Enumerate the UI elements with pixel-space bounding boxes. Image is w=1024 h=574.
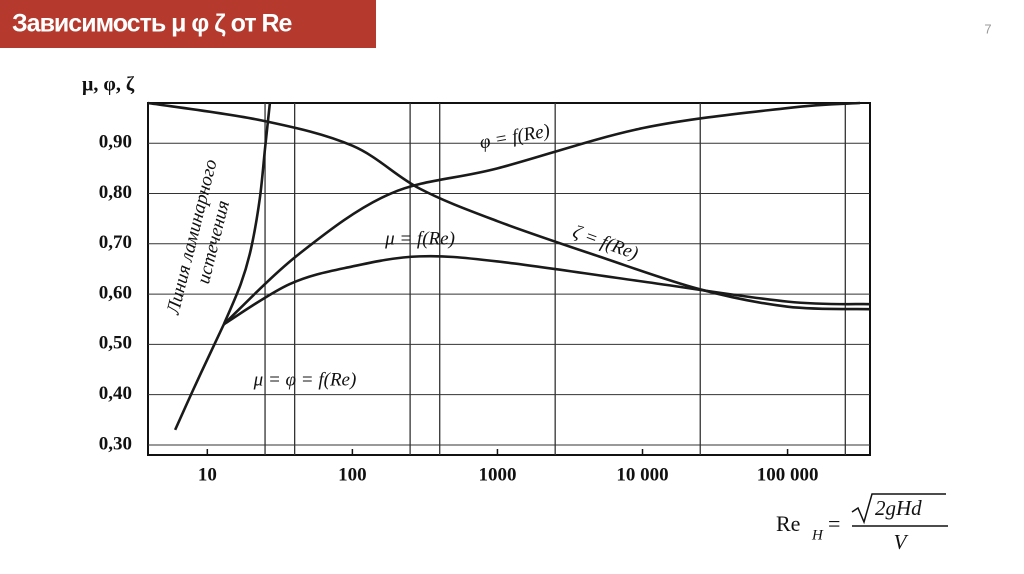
- curve-label: μ = f(Re): [384, 228, 455, 249]
- curve: [173, 323, 226, 431]
- x-label-equals: =: [828, 511, 840, 536]
- curve: [223, 254, 871, 326]
- title-bar: [0, 0, 376, 48]
- x-tick-label: 1000: [478, 464, 516, 485]
- curve-label: φ = f(Re): [478, 120, 551, 153]
- slide-title: Зависимость μ φ ζ от Re: [12, 10, 293, 38]
- y-tick-label: 0,80: [99, 182, 132, 203]
- page-number: 7: [984, 21, 991, 36]
- x-label-name: Re: [776, 511, 800, 536]
- curve: [222, 102, 272, 325]
- y-tick-label: 0,90: [99, 132, 132, 153]
- x-tick-label: 10: [198, 464, 217, 485]
- x-axis-formula: Re H = 2gHd V: [776, 493, 948, 554]
- y-tick-label: 0,50: [99, 333, 132, 354]
- y-tick-label: 0,60: [99, 282, 132, 303]
- curve: [147, 101, 871, 311]
- x-label-subscript: H: [811, 527, 824, 543]
- y-tick-label: 0,70: [99, 232, 132, 253]
- plot-frame: [147, 102, 871, 456]
- x-tick-label: 100: [338, 464, 367, 485]
- y-axis-label: μ, φ, ζ: [82, 74, 135, 96]
- curve: [222, 101, 861, 326]
- x-tick-label: 10 000: [616, 464, 668, 485]
- x-label-denominator: V: [894, 530, 909, 554]
- curve-label: μ = φ = f(Re): [253, 369, 357, 390]
- x-label-numerator: 2gHd: [875, 496, 922, 520]
- sqrt-sign: [851, 493, 946, 525]
- x-tick-label: 100 000: [757, 464, 819, 485]
- y-tick-label: 0,30: [99, 433, 132, 454]
- y-tick-label: 0,40: [99, 383, 132, 404]
